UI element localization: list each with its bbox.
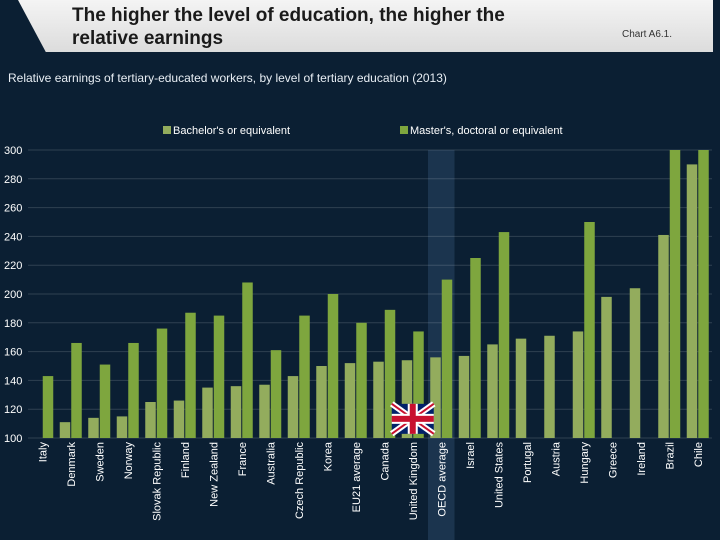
bar [629,288,641,438]
title-panel [18,0,713,52]
x-tick-label: Finland [180,442,192,478]
bar [572,331,584,438]
y-tick-label: 260 [4,203,22,215]
bar [59,422,71,438]
bar [669,150,681,438]
x-tick-label: Denmark [66,442,78,487]
bar [470,258,481,438]
legend-label: Bachelor's or equivalent [173,125,290,137]
x-tick-label: Hungary [579,442,591,484]
x-tick-label: Australia [265,441,277,485]
x-tick-label: OECD average [436,442,448,517]
x-tick-label: Czech Republic [294,442,306,520]
x-tick-label: France [237,442,249,476]
x-tick-label: Greece [607,442,619,478]
x-tick-label: Sweden [94,442,106,482]
bar [145,402,156,438]
title-line-2: relative earnings [72,28,224,49]
y-tick-label: 160 [4,347,22,359]
bar [128,342,139,438]
x-tick-label: Portugal [522,442,534,483]
bar [316,366,327,438]
x-tick-label: Norway [123,442,135,480]
chart-tag: Chart A6.1. [621,29,672,40]
bar [384,309,396,438]
bar [413,331,424,438]
y-tick-label: 220 [4,260,22,272]
x-tick-label: Ireland [636,442,648,476]
legend-label: Master's, doctoral or equivalent [410,125,563,137]
bar [259,384,270,438]
bar [270,350,282,438]
x-tick-label: Chile [693,442,705,467]
title-bar: The higher the level of education, the h… [0,0,720,54]
bar [515,338,527,438]
bar [156,328,168,438]
bar [173,400,185,438]
bar [658,234,669,438]
bar [373,361,384,438]
title-line-1: The higher the level of education, the h… [72,5,505,26]
bar [441,279,453,438]
bar [99,364,111,438]
legend-swatch [163,126,171,134]
bar [498,232,510,438]
bar [344,363,356,438]
x-tick-label: Korea [322,441,334,471]
page-title: The higher the level of education, the h… [72,4,542,50]
x-tick-label: New Zealand [208,442,220,507]
bar [458,355,470,438]
bar [71,342,82,438]
bar [213,315,225,438]
bar [698,150,709,438]
y-tick-label: 180 [4,318,22,330]
bar [42,376,54,438]
y-tick-label: 300 [4,145,22,157]
x-tick-label: United Kingdom [408,442,420,520]
bar [356,322,367,438]
x-tick-label: Italy [37,442,49,463]
x-tick-label: Israel [465,442,477,469]
x-tick-label: EU21 average [351,442,363,512]
bar [287,376,299,438]
y-tick-label: 280 [4,174,22,186]
y-tick-label: 100 [4,433,22,445]
x-tick-label: Canada [379,441,391,480]
y-tick-label: 240 [4,231,22,243]
bar [230,386,242,438]
bar [487,344,498,438]
y-tick-label: 140 [4,375,22,387]
legend-swatch [400,126,408,134]
x-tick-label: United States [493,442,505,509]
bar-chart: Bachelor's or equivalent Master's, doctor… [4,125,712,540]
uk-flag-icon [390,401,436,437]
bar [544,335,555,438]
bar [299,315,310,438]
chart-subtitle: Relative earnings of tertiary-educated w… [8,71,447,85]
x-tick-label: Brazil [664,442,676,470]
x-tick-label: Austria [550,441,562,476]
y-tick-label: 200 [4,289,22,301]
bar [601,296,612,438]
bar [430,357,441,438]
bar [584,222,595,438]
bar [401,360,413,438]
bar [242,282,253,438]
bar [686,164,698,438]
bar [88,417,99,438]
bar [116,416,128,438]
bar [202,387,213,438]
bar [327,294,339,438]
bar [185,312,196,438]
y-tick-label: 120 [4,404,22,416]
x-tick-label: Slovak Republic [151,442,163,521]
